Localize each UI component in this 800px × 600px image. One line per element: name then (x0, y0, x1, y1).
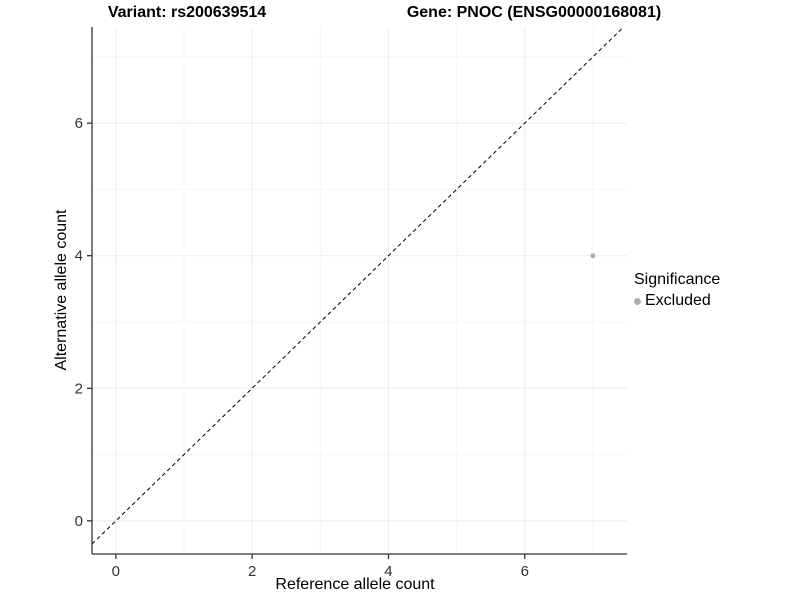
identity-reference-line (91, 26, 624, 545)
y-tick-label: 0 (75, 513, 83, 530)
x-tick-label: 6 (521, 563, 529, 580)
legend-title: Significance (634, 271, 721, 288)
x-tick-label: 4 (384, 563, 392, 580)
plot-title-variant: Variant: rs200639514 (107, 4, 267, 21)
legend-item-label: Excluded (645, 292, 711, 309)
x-axis-label: Reference allele count (275, 576, 435, 593)
y-tick-label: 6 (75, 115, 83, 132)
legend-item-excluded: Excluded (634, 292, 720, 310)
y-tick-label: 2 (75, 380, 83, 397)
x-tick-label: 2 (248, 563, 256, 580)
plot-title-gene: Gene: PNOC (ENSG00000168081) (406, 4, 662, 21)
data-point (590, 253, 596, 259)
x-tick-label: 0 (112, 563, 120, 580)
y-tick-label: 4 (75, 248, 83, 265)
y-axis-label: Alternative allele count (53, 209, 70, 371)
legend: Significance Excluded (634, 271, 720, 310)
legend-point-icon (634, 297, 641, 305)
